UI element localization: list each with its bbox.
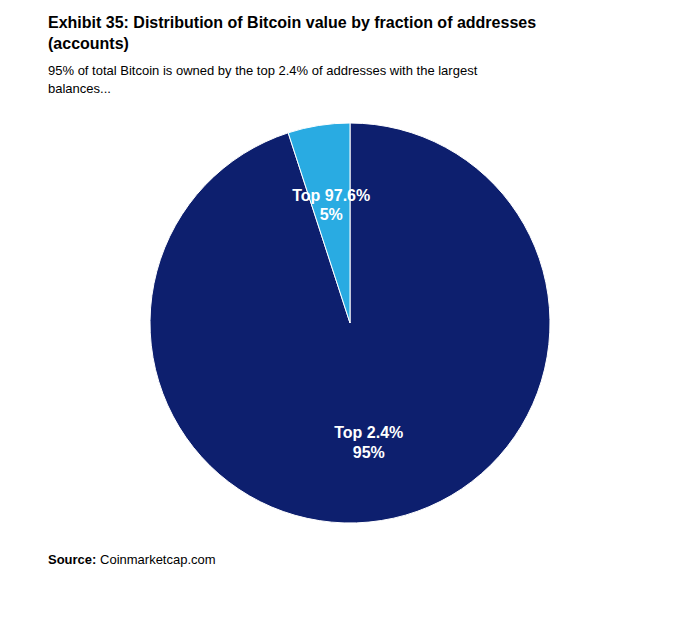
html-text:Source: Coinmarketcap.com: Source: Coinmarketcap.com xyxy=(48,552,216,567)
svg-text:Top 2.4%95%: Top 2.4%95% xyxy=(334,424,403,460)
svg-text:Top 97.6%5%: Top 97.6%5% xyxy=(292,187,370,223)
html-text:95% of total Bitcoin is owned: 95% of total Bitcoin is owned by the top… xyxy=(48,63,478,96)
html-text:Exhibit 35: Distribution of Bi: Exhibit 35: Distribution of Bitcoin valu… xyxy=(48,14,537,52)
